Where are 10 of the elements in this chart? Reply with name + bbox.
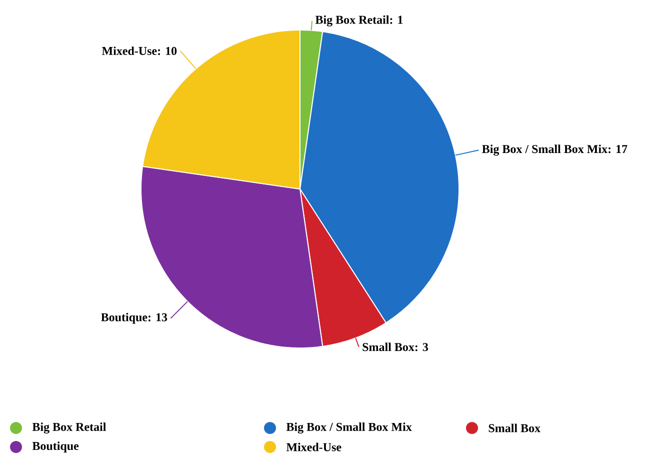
data-label: Mixed-Use: 10 <box>102 46 177 56</box>
legend-label: Boutique <box>32 442 79 452</box>
legend-label: Big Box Retail <box>32 422 106 434</box>
data-label: Big Box Retail: 1 <box>315 15 403 26</box>
data-label: Boutique: 13 <box>101 312 168 324</box>
legend-label: Big Box / Small Box Mix <box>286 422 412 434</box>
data-label: Big Box / Small Box Mix: 17 <box>482 144 628 156</box>
data-label: Small Box: 3 <box>362 342 428 352</box>
legend-label: Small Box <box>488 424 540 432</box>
legend-label: Mixed-Use <box>286 442 342 452</box>
